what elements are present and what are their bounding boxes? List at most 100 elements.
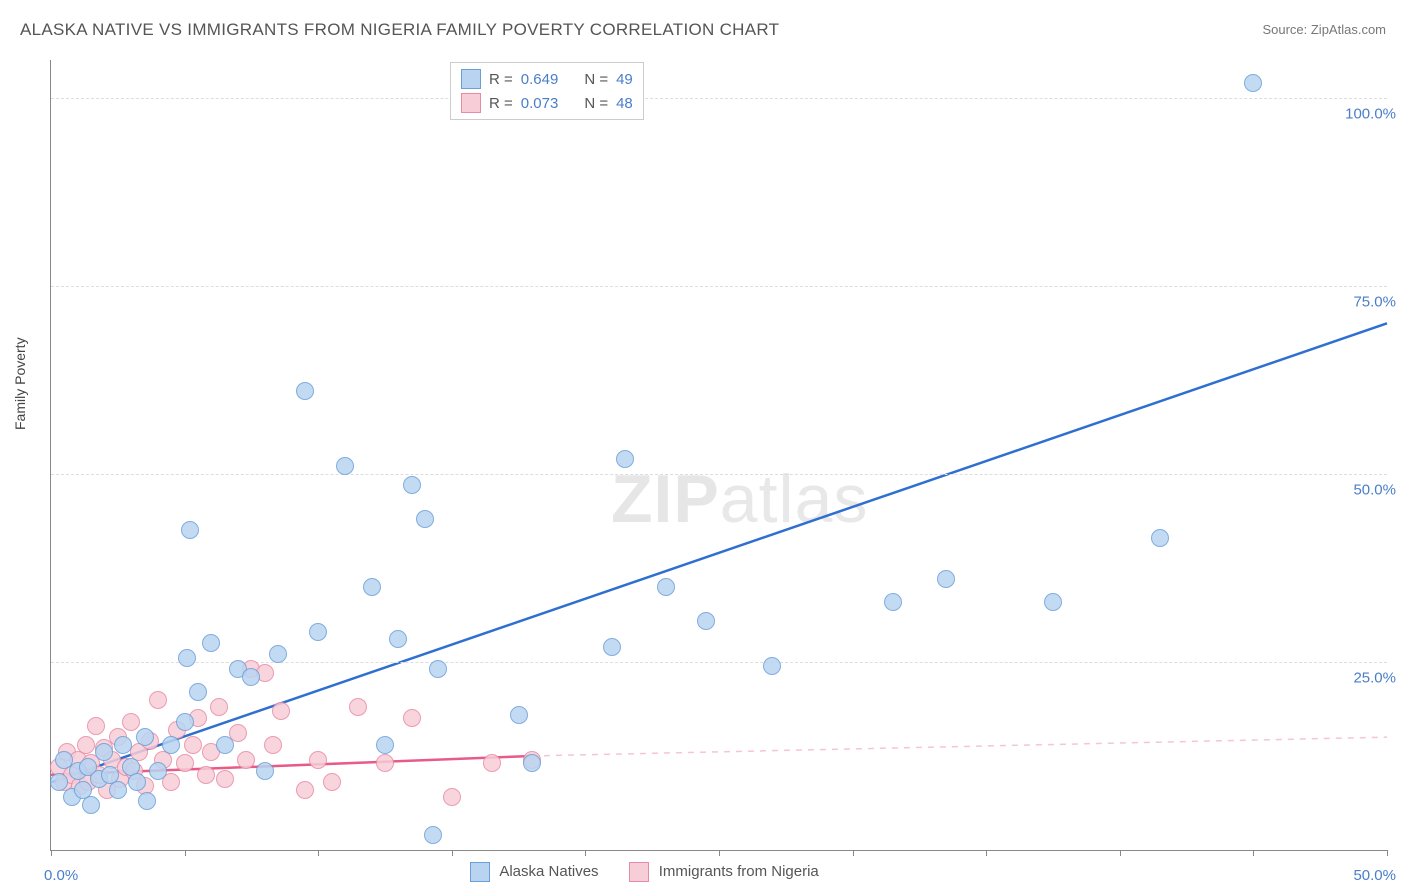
data-point <box>202 634 220 652</box>
legend-item-2: Immigrants from Nigeria <box>629 862 819 882</box>
data-point <box>184 736 202 754</box>
data-point <box>189 683 207 701</box>
n-label-1: N = <box>584 71 608 88</box>
data-point <box>272 702 290 720</box>
data-point <box>138 792 156 810</box>
series-legend: Alaska Natives Immigrants from Nigeria <box>470 862 819 882</box>
n-label-2: N = <box>584 95 608 112</box>
n-value-1: 49 <box>616 71 633 88</box>
r-label-1: R = <box>489 71 513 88</box>
data-point <box>429 660 447 678</box>
legend-label-2: Immigrants from Nigeria <box>659 863 819 880</box>
data-point <box>884 593 902 611</box>
data-point <box>603 638 621 656</box>
x-tick-mark <box>1387 850 1388 856</box>
data-point <box>443 788 461 806</box>
data-point <box>264 736 282 754</box>
data-point <box>1151 529 1169 547</box>
chart-title: ALASKA NATIVE VS IMMIGRANTS FROM NIGERIA… <box>20 20 779 40</box>
data-point <box>403 476 421 494</box>
trend-line <box>51 323 1387 782</box>
data-point <box>178 649 196 667</box>
n-value-2: 48 <box>616 95 633 112</box>
data-point <box>363 578 381 596</box>
data-point <box>114 736 132 754</box>
r-label-2: R = <box>489 95 513 112</box>
x-axis-origin-label: 0.0% <box>44 867 78 884</box>
data-point <box>256 762 274 780</box>
legend-label-1: Alaska Natives <box>499 863 598 880</box>
data-point <box>210 698 228 716</box>
swatch-series-2 <box>461 93 481 113</box>
data-point <box>296 781 314 799</box>
data-point <box>128 773 146 791</box>
data-point <box>87 717 105 735</box>
data-point <box>389 630 407 648</box>
data-point <box>416 510 434 528</box>
x-tick-mark <box>185 850 186 856</box>
x-tick-mark <box>719 850 720 856</box>
x-tick-mark <box>1120 850 1121 856</box>
data-point <box>483 754 501 772</box>
data-point <box>162 736 180 754</box>
data-point <box>336 457 354 475</box>
data-point <box>523 754 541 772</box>
data-point <box>181 521 199 539</box>
data-point <box>149 691 167 709</box>
r-value-2: 0.073 <box>521 95 559 112</box>
x-tick-mark <box>853 850 854 856</box>
data-point <box>510 706 528 724</box>
data-point <box>376 736 394 754</box>
x-tick-mark <box>1253 850 1254 856</box>
legend-swatch-1 <box>470 862 490 882</box>
data-point <box>122 713 140 731</box>
data-point <box>296 382 314 400</box>
x-tick-mark <box>986 850 987 856</box>
x-tick-mark <box>585 850 586 856</box>
y-axis-label: Family Poverty <box>12 337 28 430</box>
data-point <box>657 578 675 596</box>
data-point <box>237 751 255 769</box>
swatch-series-1 <box>461 69 481 89</box>
trend-line-extension <box>532 737 1387 756</box>
data-point <box>376 754 394 772</box>
data-point <box>95 743 113 761</box>
data-point <box>309 623 327 641</box>
data-point <box>763 657 781 675</box>
data-point <box>323 773 341 791</box>
gridline-h <box>51 98 1387 99</box>
y-tick-label: 75.0% <box>1353 293 1396 310</box>
data-point <box>937 570 955 588</box>
y-tick-label: 25.0% <box>1353 669 1396 686</box>
data-point <box>1244 74 1262 92</box>
data-point <box>50 773 68 791</box>
data-point <box>403 709 421 727</box>
data-point <box>1044 593 1062 611</box>
data-point <box>269 645 287 663</box>
trend-lines <box>51 60 1387 850</box>
data-point <box>109 781 127 799</box>
x-tick-mark <box>51 850 52 856</box>
data-point <box>216 770 234 788</box>
stats-legend: R = 0.649 N = 49 R = 0.073 N = 48 <box>450 62 644 120</box>
data-point <box>242 668 260 686</box>
data-point <box>77 736 95 754</box>
chart-plot: ZIPatlas <box>50 60 1386 850</box>
legend-item-1: Alaska Natives <box>470 862 599 882</box>
data-point <box>349 698 367 716</box>
x-axis-end-label: 50.0% <box>1353 867 1396 884</box>
data-point <box>216 736 234 754</box>
data-point <box>176 754 194 772</box>
stats-row-series-1: R = 0.649 N = 49 <box>461 67 633 91</box>
x-tick-mark <box>318 850 319 856</box>
data-point <box>82 796 100 814</box>
data-point <box>136 728 154 746</box>
stats-row-series-2: R = 0.073 N = 48 <box>461 91 633 115</box>
x-tick-mark <box>452 850 453 856</box>
data-point <box>197 766 215 784</box>
data-point <box>697 612 715 630</box>
data-point <box>176 713 194 731</box>
r-value-1: 0.649 <box>521 71 559 88</box>
gridline-h <box>51 286 1387 287</box>
plot-area: ZIPatlas <box>50 60 1387 851</box>
